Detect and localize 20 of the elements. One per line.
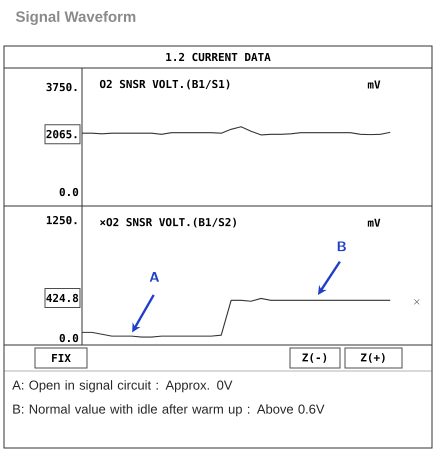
text: ×O2 SNSR VOLT.(B1/S2)	[100, 218, 236, 228]
annotation: B	[338, 241, 346, 252]
y-axis-title: mV	[368, 80, 380, 89]
y-tick-label: 3750.	[46, 82, 76, 92]
text: Z(+)	[360, 353, 385, 363]
text: O2 SNSR VOLT.(B1/S1)	[100, 80, 230, 90]
text: Z(-)	[302, 353, 326, 363]
annotation: A	[150, 272, 159, 282]
y-tick-label: 1250.	[46, 216, 76, 224]
chart-subtitle: 1.2 CURRENT DATA	[166, 52, 271, 62]
y-tick-label: 0.0	[60, 334, 78, 342]
y-tick-label: 0.0	[60, 188, 78, 196]
y-tick-label: 2065.	[46, 130, 76, 138]
y-tick-label: 424.8	[46, 294, 78, 302]
y-axis-title: mV	[368, 218, 380, 227]
annotation: ×	[414, 299, 420, 304]
text: A: Open in signal circuit : Approx. 0V	[12, 380, 232, 392]
text: B: Normal value with idle after warm up : Above 0.6V	[13, 404, 324, 416]
text: FIX	[52, 354, 71, 362]
chart-title: Signal Waveform	[16, 10, 136, 25]
